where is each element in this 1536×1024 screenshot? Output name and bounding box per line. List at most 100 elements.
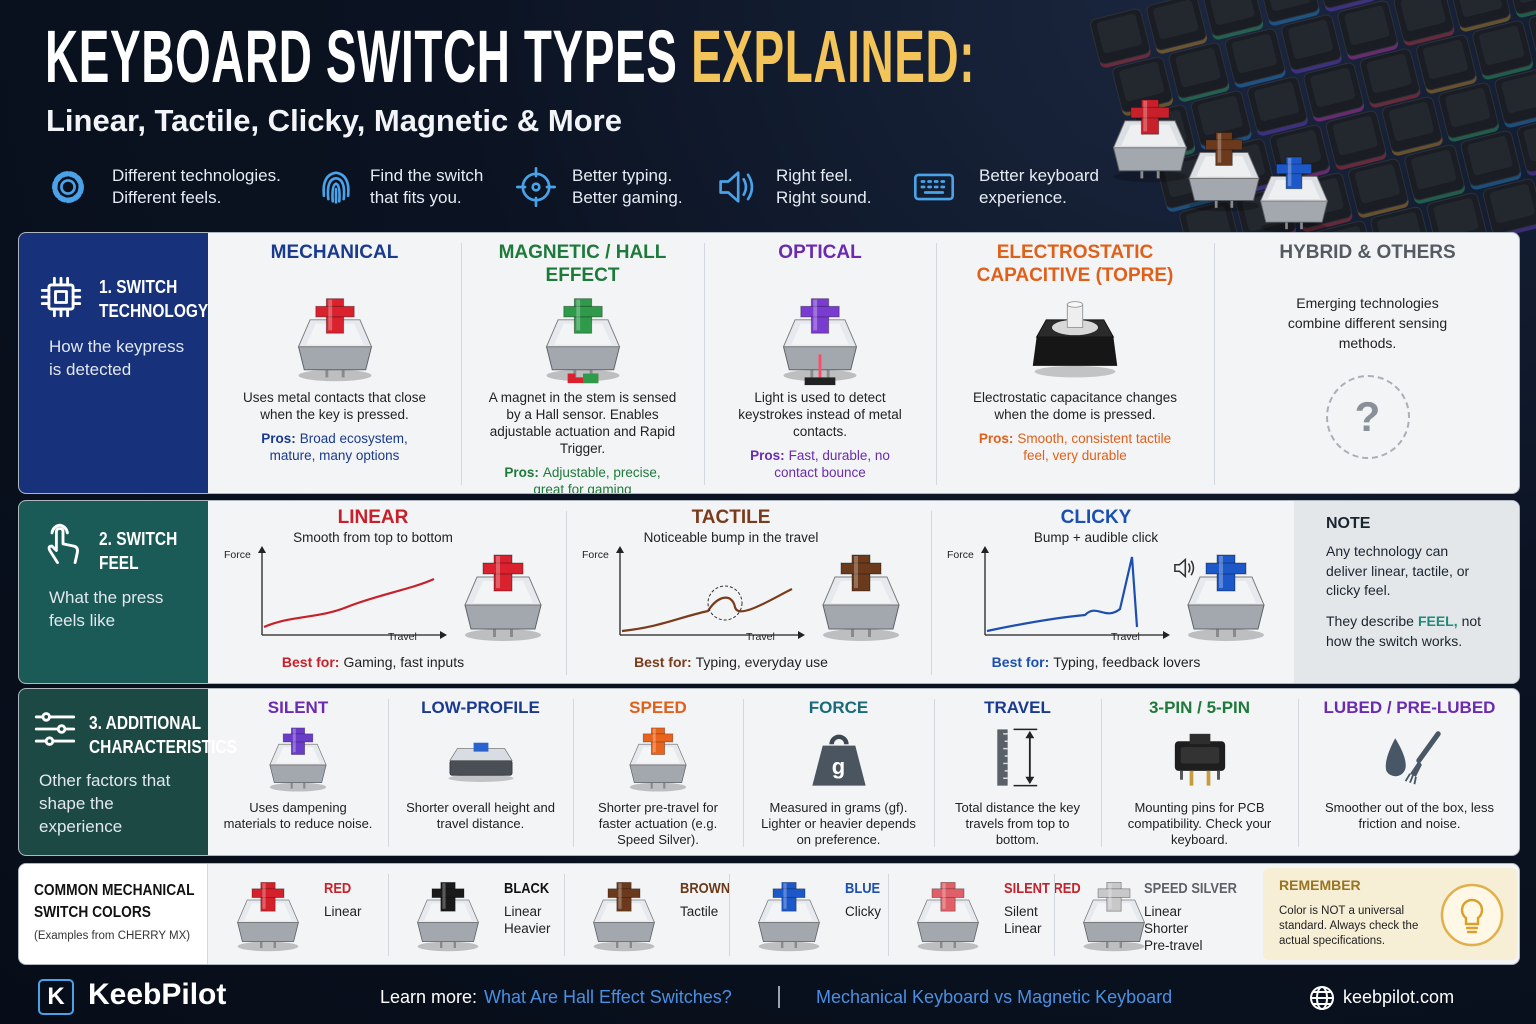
- graphic-part: [60, 179, 76, 195]
- note-text-before: They describe: [1326, 613, 1414, 629]
- graphic-part: [1501, 73, 1536, 113]
- characteristic-column: LUBED / PRE-LUBED Smoother out of the box…: [1298, 689, 1519, 855]
- graphic-part: [1066, 303, 1084, 328]
- color-lines: Linear Shorter Pre-travel: [1144, 903, 1203, 954]
- section-description: Other factors that shape the experience: [39, 771, 171, 836]
- technology-text: Emerging technologies combine different …: [1287, 295, 1448, 351]
- note-emphasis: FEEL,: [1417, 613, 1458, 629]
- graphic-part: [984, 551, 1165, 636]
- color-line: Linear: [1004, 921, 1042, 936]
- column-divider: [566, 511, 567, 675]
- feel-switch: [811, 547, 911, 647]
- characteristic-title: SPEED: [629, 698, 687, 717]
- graphic-part: [1261, 157, 1328, 233]
- technology-title: OPTICAL: [778, 242, 862, 263]
- technology-pros: Pros: Fast, durable, no contact bounce: [704, 447, 936, 481]
- characteristic-title: TRAVEL: [984, 698, 1051, 717]
- characteristic-icon-wrap: [444, 722, 518, 796]
- weight-label: g: [831, 754, 846, 779]
- graphic-part: [1460, 898, 1484, 934]
- graphic-part: [913, 173, 955, 201]
- graphic-part: [986, 556, 1139, 633]
- graphic-part: [719, 171, 740, 203]
- graphic-part: [920, 180, 946, 194]
- column-divider: [936, 243, 937, 485]
- color-line: Heavier: [504, 921, 551, 936]
- feel-card: CLICKY Bump + audible click Force Travel Bes…: [931, 501, 1294, 683]
- graphic-part: [1411, 150, 1457, 190]
- graphic-part: [322, 171, 350, 204]
- technology-icon: [287, 291, 383, 387]
- technology-pros: Pros: Broad ecosystem, mature, many optio…: [208, 430, 461, 464]
- technology-icon: [1032, 301, 1118, 378]
- characteristic-text: Mounting pins for PCB compatibility. Che…: [1127, 800, 1272, 847]
- feel-graph: [616, 546, 805, 639]
- graphic-part: [1344, 5, 1390, 45]
- section-label-panel: 2. SWITCH FEEL What the press feels like: [19, 501, 208, 683]
- graphic-part: [521, 172, 551, 202]
- characteristic-title: LOW-PROFILE: [421, 698, 540, 717]
- graphic-part: [1310, 68, 1356, 108]
- site-link[interactable]: keebpilot.com: [1343, 987, 1455, 1007]
- graphic-part: [1415, 731, 1441, 764]
- graphic-part: [1377, 212, 1423, 235]
- color-switch: [1074, 876, 1154, 956]
- technology-column: OPTICAL Light is used to detect keystroke…: [704, 233, 936, 493]
- highlight-line: Find the switch: [370, 166, 484, 185]
- technology-title: MECHANICAL: [270, 242, 399, 263]
- graphic-part: [1119, 62, 1165, 102]
- section-label-panel: 3. ADDITIONAL CHARACTERISTICS Other facto…: [19, 689, 237, 855]
- color-switch: [228, 876, 308, 956]
- graphic-part: [1254, 82, 1299, 122]
- graphic-part: [1189, 132, 1259, 211]
- graphic-part: [465, 555, 541, 641]
- characteristic-column: 3-PIN / 5-PIN Mounting pins for PCB compa…: [1101, 689, 1298, 855]
- section-label-panel: 1. SWITCH TECHNOLOGY How the keypress is …: [19, 233, 208, 493]
- color-line: Linear: [1144, 904, 1182, 919]
- section-colors: COMMON MECHANICAL SWITCH COLORS (Examples…: [18, 863, 1520, 965]
- graphic-part: [1456, 0, 1502, 17]
- column-divider: [388, 699, 389, 847]
- best-for-label: Best for:: [991, 654, 1050, 670]
- column-divider: [743, 699, 744, 847]
- graphic-part: [986, 556, 1139, 633]
- highlight-text: Better typing. Better gaming.: [572, 165, 683, 209]
- brand-name: KeebPilot: [88, 978, 227, 1011]
- characteristic-text: Smoother out of the box, less friction a…: [1324, 800, 1495, 831]
- graphic-part: [913, 173, 955, 201]
- switch-blue: [1250, 150, 1338, 238]
- graphic-part: [238, 882, 299, 951]
- graphic-part: [582, 373, 598, 384]
- column-divider: [1298, 699, 1299, 847]
- technology-text: Uses metal contacts that close when the …: [242, 390, 427, 422]
- graphic-part: [621, 585, 793, 633]
- graphic-part: [1385, 738, 1406, 777]
- highlight-text: Find the switch that fits you.: [370, 165, 483, 209]
- technology-pros: Pros: Adjustable, precise, great for gami…: [461, 464, 704, 493]
- highlight-line: experience.: [979, 188, 1067, 207]
- graphic-part: [616, 546, 624, 553]
- colors-title: COMMON MECHANICAL SWITCH COLORS: [34, 882, 195, 921]
- feel-subtitle: Bump + audible click: [1033, 530, 1159, 545]
- graphic-part: [1032, 337, 1118, 366]
- pros-text: Broad ecosystem, mature, many options: [269, 431, 408, 463]
- characteristic-icon: [1174, 733, 1225, 786]
- graphic-part: [52, 171, 84, 203]
- graphic-part: [54, 290, 68, 304]
- graphic-part: [546, 299, 619, 382]
- learn-more-link[interactable]: What Are Hall Effect Switches?: [484, 987, 732, 1007]
- color-name: SPEED SILVER: [1144, 880, 1237, 897]
- graphic-part: [515, 166, 557, 208]
- color-line: Silent: [1004, 904, 1038, 919]
- sound-icon: [1174, 557, 1195, 579]
- technology-column: MECHANICAL Uses metal contacts that close…: [208, 233, 461, 493]
- feel-graph: [981, 546, 1170, 639]
- graphic-part: [448, 748, 513, 761]
- note-panel: NOTE Any technology can deliver linear, t…: [1294, 501, 1519, 683]
- graphic-part: [1013, 728, 1037, 787]
- graphic-part: [1114, 100, 1187, 183]
- graphic-part: [44, 736, 55, 746]
- graphic-part: [261, 551, 442, 636]
- footer-separator: [778, 986, 780, 1008]
- learn-more-link[interactable]: Mechanical Keyboard vs Magnetic Keyboard: [816, 987, 1173, 1007]
